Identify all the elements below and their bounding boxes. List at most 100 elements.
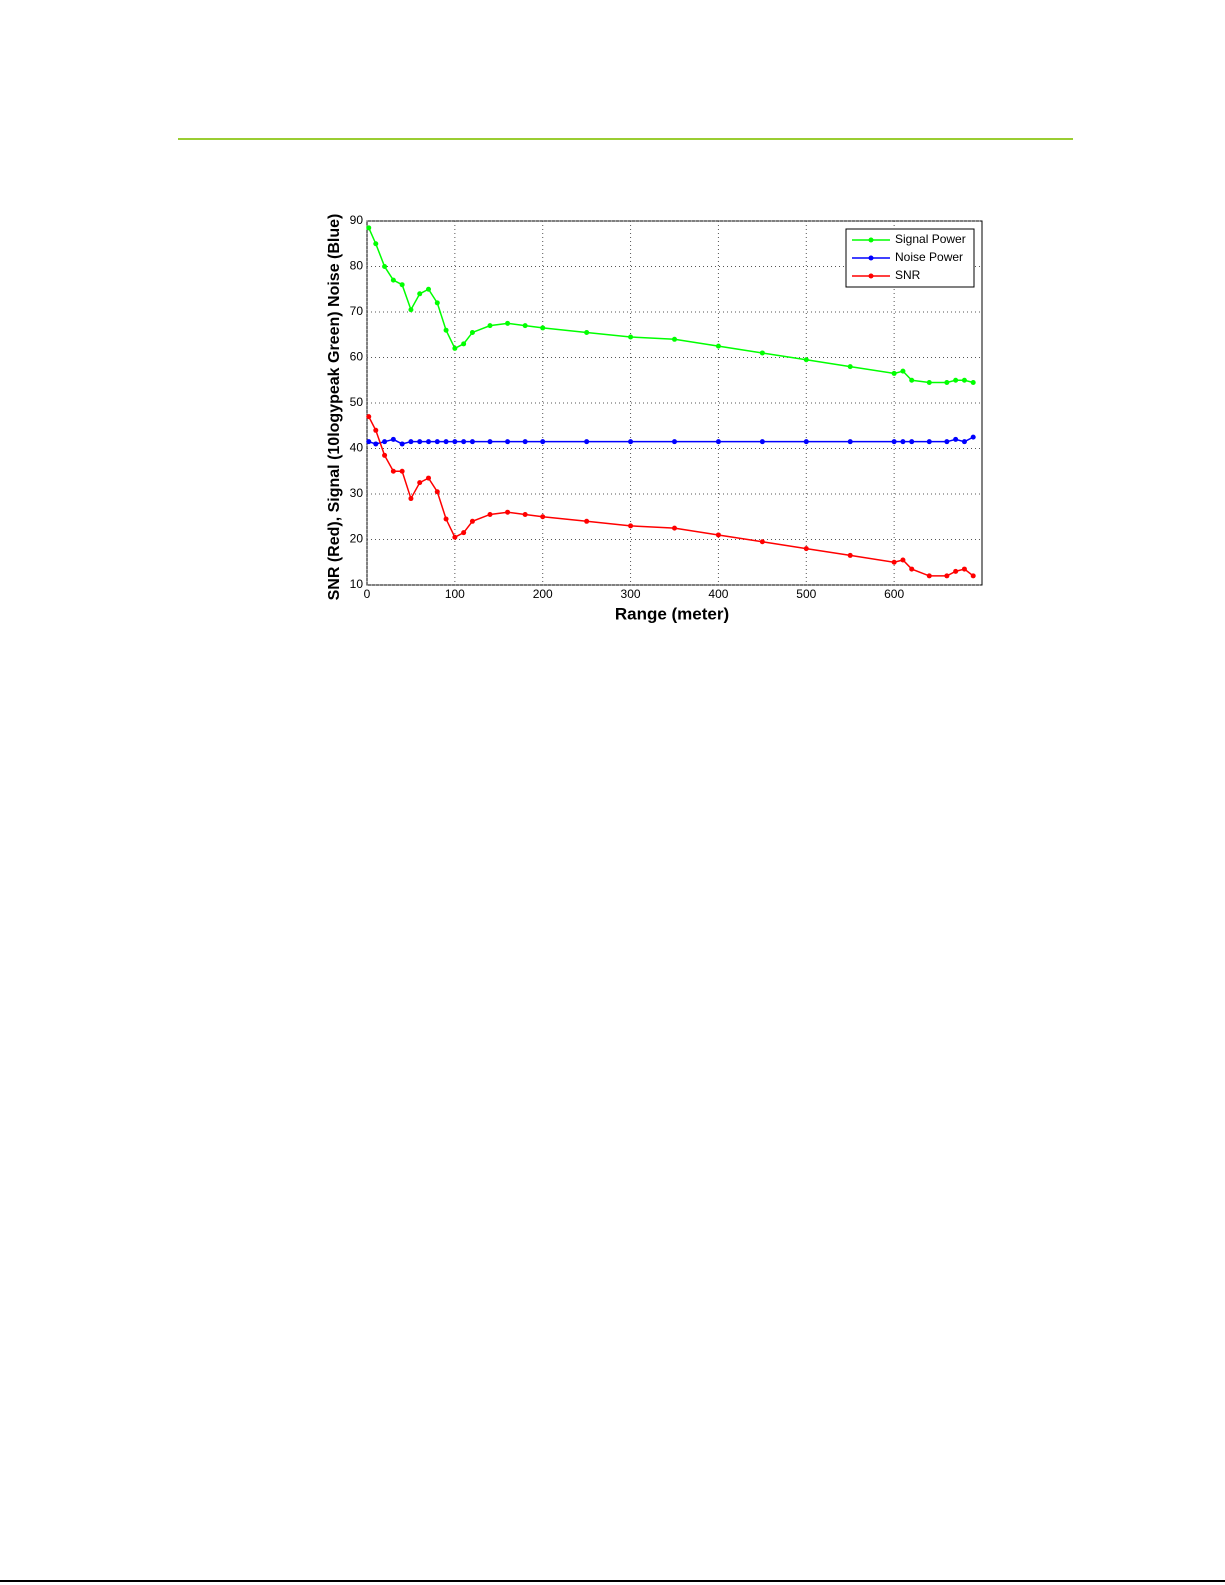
point-marker <box>909 439 915 445</box>
point-marker <box>452 345 458 351</box>
point-marker <box>847 439 853 445</box>
y-tick-label: 30 <box>350 486 364 500</box>
legend-label: Noise Power <box>895 250 963 264</box>
point-marker <box>469 518 475 524</box>
point-marker <box>399 282 405 288</box>
point-marker <box>373 441 379 447</box>
point-marker <box>759 439 765 445</box>
point-marker <box>461 530 467 536</box>
point-marker <box>803 439 809 445</box>
point-marker <box>900 368 906 374</box>
point-marker <box>373 427 379 433</box>
point-marker <box>434 300 440 306</box>
point-marker <box>970 434 976 440</box>
x-tick-label: 300 <box>621 587 641 601</box>
point-marker <box>891 559 897 565</box>
point-marker <box>953 568 959 574</box>
y-tick-label: 80 <box>350 259 364 273</box>
point-marker <box>926 573 932 579</box>
point-marker <box>961 566 967 572</box>
point-marker <box>847 364 853 370</box>
x-tick-label: 0 <box>364 587 371 601</box>
x-tick-label: 100 <box>445 587 465 601</box>
point-marker <box>487 511 493 517</box>
y-tick-label: 70 <box>350 304 364 318</box>
point-marker <box>408 307 414 313</box>
point-marker <box>417 480 423 486</box>
point-marker <box>540 514 546 520</box>
point-marker <box>715 439 721 445</box>
point-marker <box>715 343 721 349</box>
point-marker <box>584 329 590 335</box>
point-marker <box>366 414 372 420</box>
legend-marker <box>868 237 874 243</box>
point-marker <box>628 439 634 445</box>
point-marker <box>628 523 634 529</box>
y-tick-label: 20 <box>350 532 364 546</box>
point-marker <box>803 546 809 552</box>
point-marker <box>417 291 423 297</box>
point-marker <box>399 441 405 447</box>
point-marker <box>961 377 967 383</box>
point-marker <box>909 566 915 572</box>
x-tick-label: 500 <box>796 587 816 601</box>
point-marker <box>961 439 967 445</box>
point-marker <box>505 439 511 445</box>
point-marker <box>672 439 677 445</box>
point-marker <box>390 468 396 474</box>
point-marker <box>926 380 932 386</box>
point-marker <box>672 336 677 342</box>
legend-label: Signal Power <box>895 232 966 246</box>
point-marker <box>540 439 546 445</box>
point-marker <box>909 377 915 383</box>
point-marker <box>469 439 475 445</box>
point-marker <box>366 439 372 445</box>
point-marker <box>399 468 405 474</box>
point-marker <box>944 380 950 386</box>
point-marker <box>408 496 414 502</box>
point-marker <box>891 370 897 376</box>
point-marker <box>426 475 431 481</box>
point-marker <box>715 532 721 538</box>
x-tick-label: 600 <box>884 587 904 601</box>
y-tick-label: 40 <box>350 441 364 455</box>
point-marker <box>803 357 809 363</box>
y-tick-label: 90 <box>350 213 364 227</box>
point-marker <box>759 350 765 356</box>
point-marker <box>900 557 906 563</box>
legend-label: SNR <box>895 268 921 282</box>
point-marker <box>847 552 853 558</box>
point-marker <box>505 320 511 326</box>
point-marker <box>408 439 414 445</box>
point-marker <box>426 439 431 445</box>
point-marker <box>366 225 372 231</box>
y-tick-label: 60 <box>350 350 364 364</box>
point-marker <box>417 439 423 445</box>
point-marker <box>505 509 511 515</box>
point-marker <box>540 325 546 331</box>
point-marker <box>944 439 950 445</box>
point-marker <box>891 439 897 445</box>
point-marker <box>443 439 449 445</box>
point-marker <box>469 329 475 335</box>
legend-marker <box>868 255 874 261</box>
point-marker <box>382 439 388 445</box>
x-tick-label: 400 <box>708 587 728 601</box>
y-axis-label: SNR (Red), Signal (10logypeak Green) Noi… <box>326 214 343 601</box>
point-marker <box>926 439 932 445</box>
y-tick-label: 50 <box>350 395 364 409</box>
point-marker <box>522 323 528 329</box>
point-marker <box>672 525 677 531</box>
point-marker <box>434 489 440 495</box>
point-marker <box>373 241 379 247</box>
point-marker <box>522 439 528 445</box>
point-marker <box>584 439 590 445</box>
y-tick-label: 10 <box>350 577 364 591</box>
point-marker <box>382 264 388 269</box>
x-axis-label: Range (meter) <box>615 604 729 623</box>
x-tick-label: 200 <box>533 587 553 601</box>
point-marker <box>426 286 431 292</box>
point-marker <box>759 539 765 545</box>
